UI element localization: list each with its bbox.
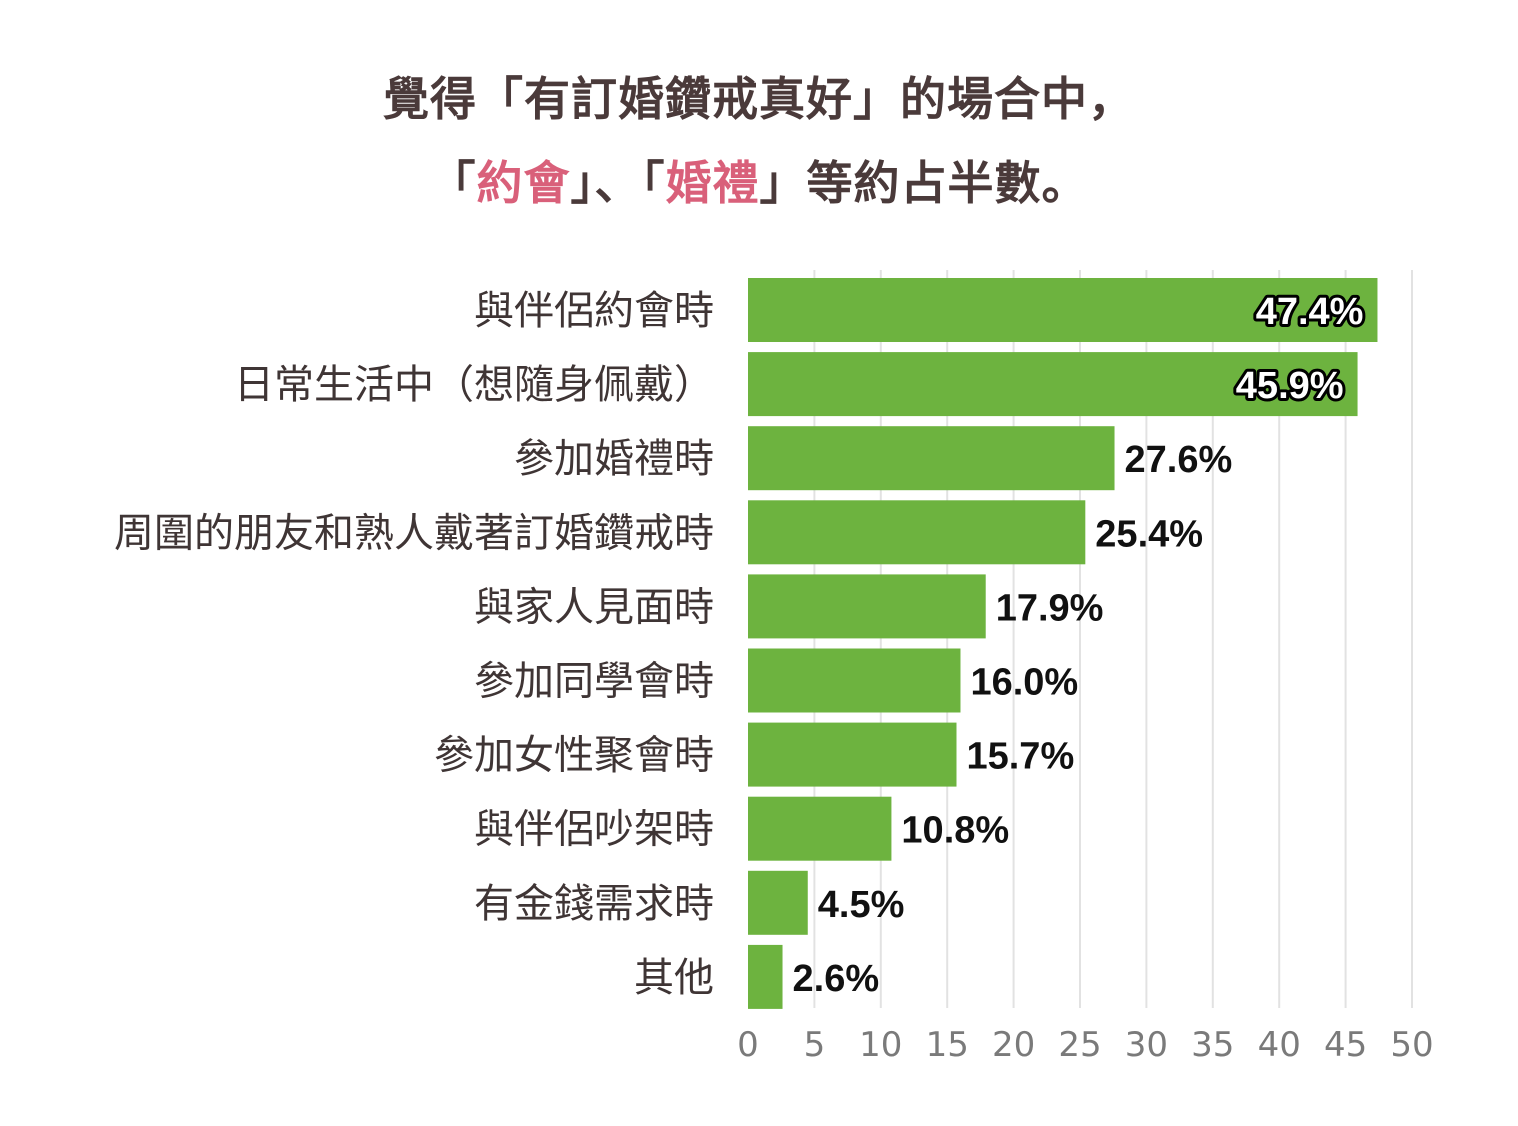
x-tick-label: 35 [1191,1025,1234,1065]
value-label: 47.4% [1256,291,1364,333]
x-tick-label: 0 [737,1025,759,1065]
bars [748,278,1378,1009]
title-line1-text: 覺得「有訂婚鑽戒真好」的場合中， [383,72,1135,126]
title-accent-wedding: 婚禮 [665,156,760,210]
x-tick-label: 20 [992,1025,1035,1065]
value-label: 10.8% [901,810,1009,852]
x-tick-label: 10 [859,1025,902,1065]
bar [748,426,1115,491]
value-label: 4.5% [818,884,905,926]
bar [748,500,1086,565]
title-line2-mid: 」、「 [570,156,666,210]
value-labels: 47.4% 45.9%27.6% 25.4% 17.9% 16.0% 15.7% 10.8%… [793,288,1367,1000]
x-axis-ticks: 0 5 10 15 20 25 30 35 40 45 50 [737,1025,1433,1065]
category-label: 與家人見面時 [474,584,714,630]
category-label: 其他 [634,955,714,1001]
category-label: 與伴侶吵架時 [474,807,714,853]
value-label: 25.4% [1095,513,1203,555]
category-label: 參加女性聚會時 [434,733,714,779]
bar [748,648,961,713]
title-line2-post: 」等約占半數。 [759,156,1089,210]
x-tick-label: 30 [1125,1025,1168,1065]
title-accent-dating: 約會 [476,156,571,210]
x-tick-label: 15 [926,1025,969,1065]
category-label: 參加婚禮時 [514,436,714,482]
bar [748,870,808,935]
bar [748,352,1358,417]
value-label: 2.6% [793,958,880,1000]
x-tick-label: 40 [1258,1025,1301,1065]
bar [748,944,783,1009]
value-label: 16.0% [970,662,1078,704]
value-label: 15.7% [966,736,1074,778]
value-label: 27.6% [1125,439,1233,481]
chart-title-line-2: 「約會」、「婚禮」等約占半數。 [0,160,1518,206]
category-label: 日常生活中（想隨身佩戴） [234,362,714,408]
category-label: 周圍的朋友和熟人戴著訂婚鑽戒時 [114,510,714,556]
x-tick-label: 5 [804,1025,826,1065]
category-label: 有金錢需求時 [474,881,714,927]
bar [748,278,1378,342]
bar [748,722,957,787]
x-tick-label: 25 [1058,1025,1101,1065]
category-label: 參加同學會時 [474,659,714,705]
value-label: 17.9% [996,587,1104,629]
bar [748,574,986,639]
x-tick-label: 50 [1390,1025,1433,1065]
chart-title-line-1: 覺得「有訂婚鑽戒真好」的場合中， [0,76,1518,122]
x-tick-label: 45 [1324,1025,1367,1065]
bar [748,796,892,861]
title-line2-pre: 「 [429,156,477,210]
value-label: 45.9% [1236,365,1344,407]
category-label: 與伴侶約會時 [474,288,714,334]
